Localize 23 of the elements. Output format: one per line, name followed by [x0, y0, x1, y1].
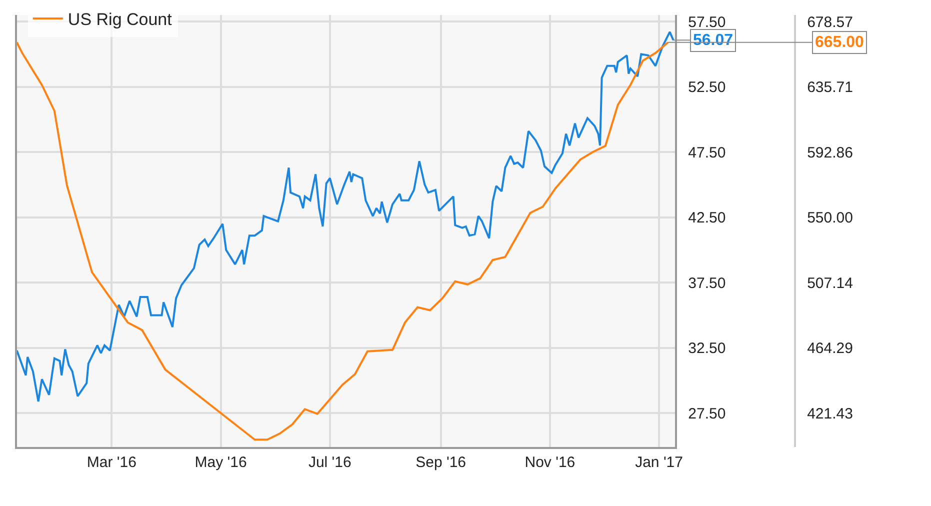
x-tick-label: Jan '17	[635, 454, 683, 472]
y-tick-label: 42.50	[688, 210, 726, 227]
y-tick-label: 27.50	[688, 405, 726, 422]
x-tick-label: May '16	[194, 454, 247, 472]
y-tick-label: 37.50	[688, 274, 726, 292]
y2-tick-label: 678.57	[807, 14, 853, 31]
y-tick-label: 47.50	[688, 144, 726, 162]
y2-tick-label: 507.14	[807, 274, 853, 292]
x-tick-label: Mar '16	[86, 454, 136, 472]
y-tick-label: 52.50	[688, 79, 726, 96]
y2-tick-label: 592.86	[807, 144, 853, 162]
data-label: 56.07	[693, 32, 734, 49]
y2-tick-label: 635.71	[807, 79, 853, 96]
y2-tick-label: 550.00	[807, 210, 853, 227]
y2-tick-label: 464.29	[807, 340, 853, 358]
y-tick-label: 32.50	[688, 340, 726, 358]
data-label: 665.00	[815, 34, 864, 51]
legend-label: US Rig Count	[68, 10, 172, 30]
y2-tick-label: 421.43	[807, 405, 853, 422]
y-tick-label: 57.50	[688, 14, 726, 31]
x-tick-label: Nov '16	[524, 454, 576, 472]
x-tick-label: Jul '16	[308, 454, 352, 472]
x-tick-label: Sep '16	[416, 454, 466, 472]
